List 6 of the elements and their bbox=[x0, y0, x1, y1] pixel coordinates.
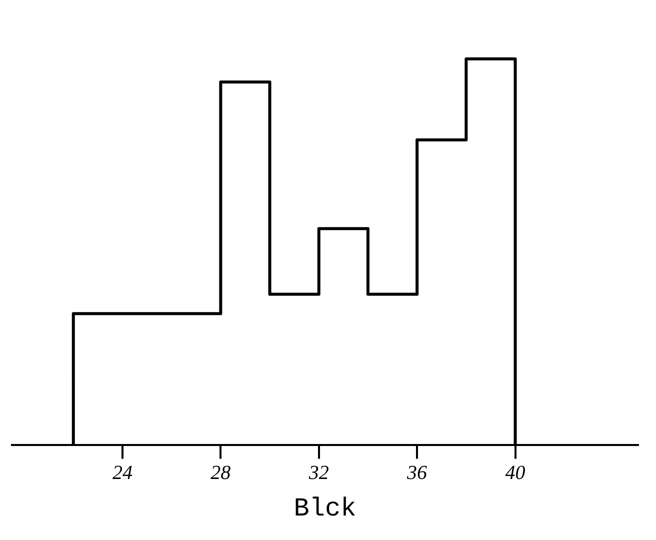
x-tick-label: 40 bbox=[505, 462, 526, 484]
x-tick-label: 36 bbox=[406, 462, 428, 484]
x-tick-label: 24 bbox=[112, 462, 132, 484]
x-tick-label: 28 bbox=[210, 462, 231, 484]
x-axis-title: Blck bbox=[294, 493, 356, 524]
x-tick-label: 32 bbox=[308, 462, 329, 484]
